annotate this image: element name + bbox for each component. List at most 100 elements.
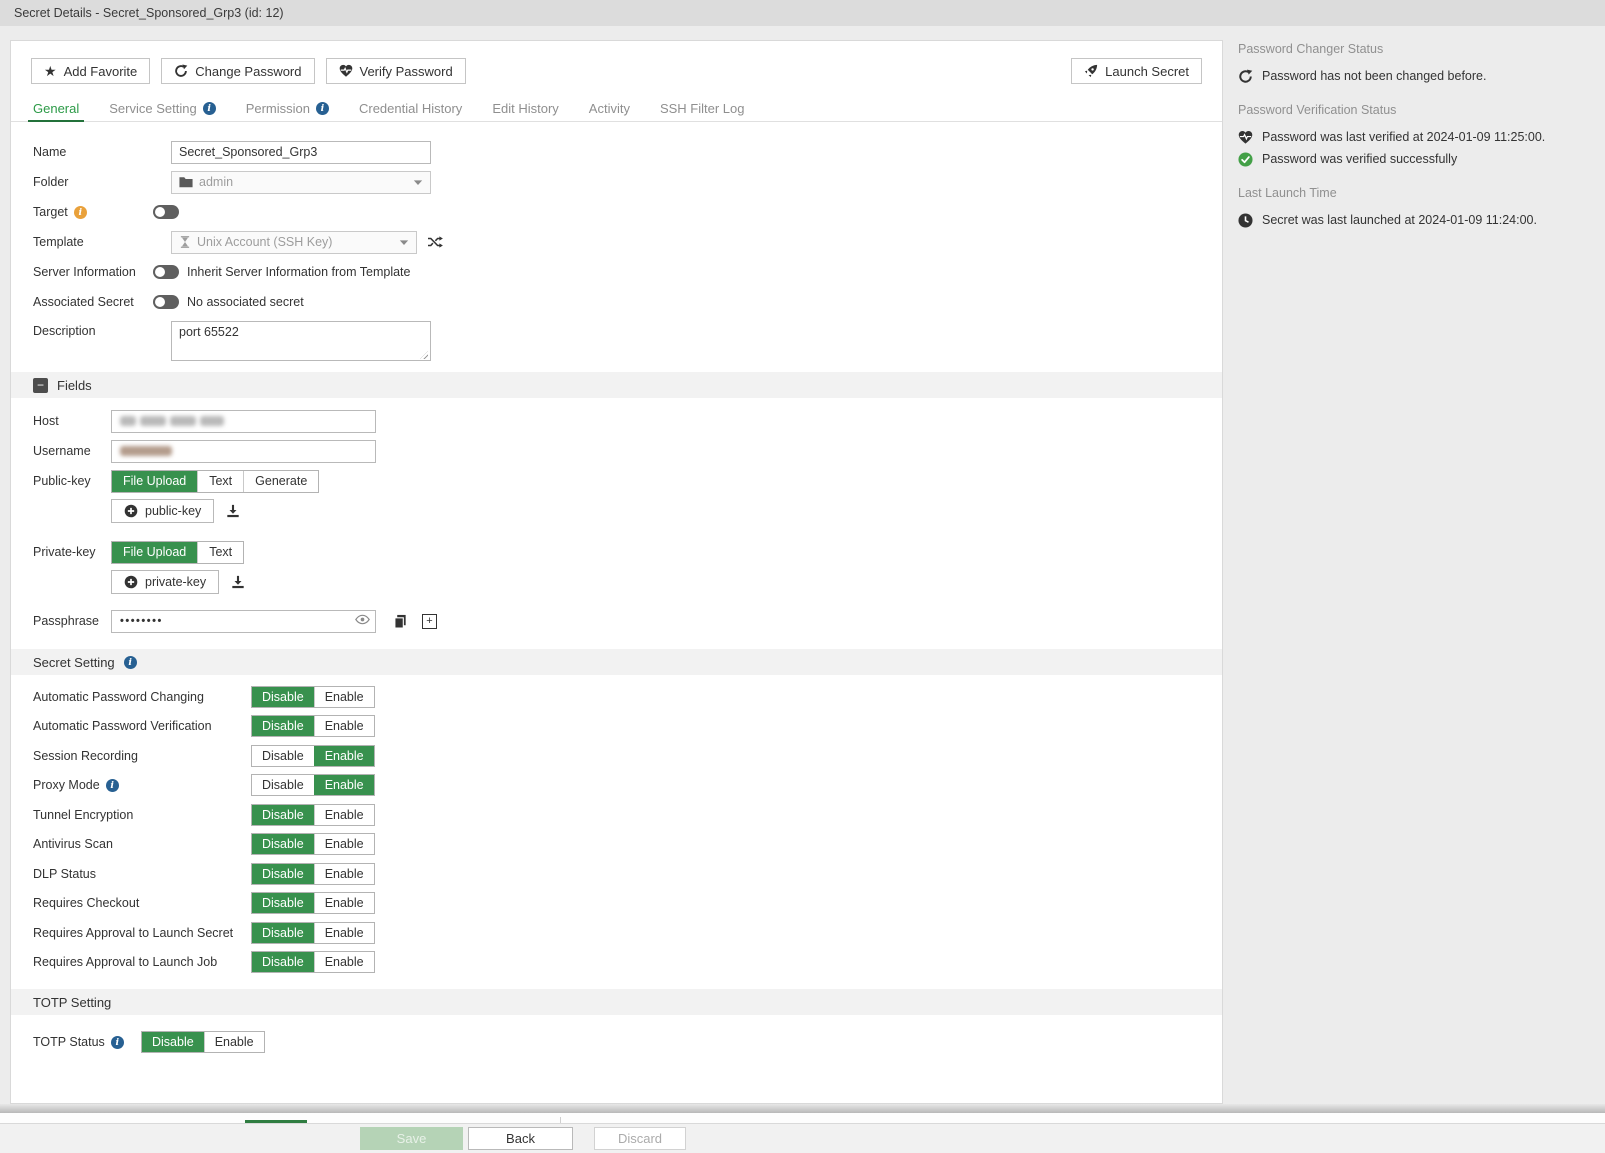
collapse-icon[interactable] — [33, 377, 48, 393]
proxy-mode-disable-button[interactable]: Disable — [252, 775, 314, 796]
change-password-label: Change Password — [195, 63, 302, 79]
public-key-option-generate[interactable]: Generate — [243, 470, 319, 492]
folder-label: Folder — [33, 175, 69, 189]
setting-label-text: Session Recording — [33, 748, 138, 763]
setting-label: Proxy Mode — [33, 778, 251, 792]
target-toggle[interactable] — [153, 205, 179, 219]
launch-secret-button[interactable]: Launch Secret — [1071, 58, 1202, 84]
dlp-status-enable-button[interactable]: Enable — [313, 863, 374, 884]
info-icon[interactable] — [105, 778, 119, 792]
private-key-upload-button[interactable]: private-key — [111, 570, 220, 594]
requires-checkout-disable-button[interactable]: Disable — [252, 893, 314, 914]
save-button[interactable]: Save — [360, 1127, 463, 1150]
back-button[interactable]: Back — [468, 1127, 573, 1150]
download-private-key-icon[interactable] — [231, 575, 245, 589]
change-template-shuffle-icon[interactable] — [427, 235, 443, 249]
totp-status-disable-button[interactable]: Disable — [142, 1032, 204, 1052]
requires-approval-to-launch-job-enable-button[interactable]: Enable — [313, 952, 374, 973]
host-input[interactable] — [111, 409, 376, 433]
private-key-option-text[interactable]: Text — [197, 541, 244, 563]
username-input[interactable] — [111, 439, 376, 463]
target-row: Target — [33, 197, 443, 227]
secret-setting-rows: Automatic Password Changing Disable Enable… — [33, 682, 375, 977]
redacted-value — [170, 416, 196, 426]
session-recording-enable-button[interactable]: Enable — [313, 745, 374, 766]
antivirus-scan-toggle-group: Disable Enable — [251, 833, 375, 856]
folder-select: admin — [171, 170, 431, 194]
automatic-password-verification-enable-button[interactable]: Enable — [313, 716, 374, 737]
associated-secret-note: No associated secret — [187, 295, 304, 309]
requires-approval-to-launch-job-disable-button[interactable]: Disable — [252, 952, 314, 973]
tab-general[interactable]: General — [27, 96, 85, 122]
dlp-status-disable-button[interactable]: Disable — [252, 863, 314, 884]
server-information-toggle[interactable] — [153, 265, 179, 279]
setting-label-text: Automatic Password Verification — [33, 719, 212, 734]
name-input[interactable] — [171, 140, 431, 164]
secret-setting-title: Secret Setting — [33, 654, 115, 670]
public-key-upload-button[interactable]: public-key — [111, 499, 215, 523]
verify-password-button[interactable]: Verify Password — [325, 58, 466, 84]
add-field-plus-icon[interactable] — [422, 613, 437, 629]
requires-approval-to-launch-secret-enable-button[interactable]: Enable — [313, 922, 374, 943]
passphrase-input[interactable] — [111, 609, 376, 633]
private-key-label: Private-key — [33, 545, 96, 559]
verification-result-row: Password was verified successfully — [1238, 148, 1590, 170]
footer-bar: Save Back Discard — [0, 1124, 1605, 1153]
folder-row: Folder admin — [33, 167, 443, 197]
secret-setting-info-icon[interactable] — [123, 655, 137, 669]
info-icon[interactable] — [315, 102, 329, 115]
session-recording-disable-button[interactable]: Disable — [252, 745, 314, 766]
add-favorite-button[interactable]: ★ Add Favorite — [31, 58, 151, 84]
requires-approval-to-launch-secret-disable-button[interactable]: Disable — [252, 922, 314, 943]
username-label: Username — [33, 444, 91, 458]
dlp-status-toggle-group: Disable Enable — [251, 862, 375, 885]
discard-button[interactable]: Discard — [594, 1127, 686, 1150]
antivirus-scan-disable-button[interactable]: Disable — [252, 834, 314, 855]
setting-row-tunnel-encryption: Tunnel Encryption Disable Enable — [33, 800, 375, 830]
tunnel-encryption-enable-button[interactable]: Enable — [313, 804, 374, 825]
description-textarea[interactable]: port 65522 — [171, 321, 431, 361]
totp-status-label-text: TOTP Status — [33, 1035, 105, 1049]
tab-activity[interactable]: Activity — [589, 96, 630, 121]
server-information-label: Server Information — [33, 265, 136, 279]
requires-checkout-enable-button[interactable]: Enable — [313, 893, 374, 914]
host-row: Host — [33, 406, 437, 436]
setting-label: Automatic Password Changing — [33, 690, 251, 704]
change-password-button[interactable]: Change Password — [161, 58, 315, 84]
show-password-eye-icon[interactable] — [355, 614, 370, 625]
tunnel-encryption-toggle-group: Disable Enable — [251, 803, 375, 826]
info-icon[interactable] — [202, 102, 216, 115]
tab-edit-history[interactable]: Edit History — [492, 96, 558, 121]
private-key-option-file-upload[interactable]: File Upload — [112, 541, 198, 563]
totp-status-enable-button[interactable]: Enable — [203, 1032, 264, 1052]
setting-label: Requires Checkout — [33, 896, 251, 910]
tab-label: SSH Filter Log — [659, 101, 745, 116]
proxy-mode-enable-button[interactable]: Enable — [313, 775, 374, 796]
associated-secret-row: Associated Secret No associated secret — [33, 287, 443, 317]
public-key-option-file-upload[interactable]: File Upload — [112, 470, 198, 492]
public-key-option-text[interactable]: Text — [197, 470, 244, 492]
automatic-password-verification-disable-button[interactable]: Disable — [252, 716, 314, 737]
download-public-key-icon[interactable] — [226, 504, 240, 518]
antivirus-scan-enable-button[interactable]: Enable — [313, 834, 374, 855]
tab-permission[interactable]: Permission — [246, 96, 329, 121]
resize-handle[interactable] — [420, 351, 428, 359]
associated-secret-toggle[interactable] — [153, 295, 179, 309]
private-key-mode-group: File Upload Text — [111, 540, 245, 564]
tab-divider — [560, 1117, 561, 1123]
tunnel-encryption-disable-button[interactable]: Disable — [252, 804, 314, 825]
totp-status-info-icon[interactable] — [110, 1035, 124, 1049]
password-changer-status-section: Password Changer Status Password has not… — [1238, 42, 1590, 87]
copy-passphrase-icon[interactable] — [393, 614, 408, 629]
setting-row-antivirus-scan: Antivirus Scan Disable Enable — [33, 830, 375, 860]
target-info-icon[interactable] — [73, 205, 87, 219]
setting-label-text: Requires Approval to Launch Job — [33, 955, 218, 970]
tab-credential-history[interactable]: Credential History — [359, 96, 462, 121]
tab-label: General — [33, 101, 80, 116]
automatic-password-changing-enable-button[interactable]: Enable — [313, 686, 374, 707]
tab-label: Edit History — [492, 101, 559, 116]
automatic-password-changing-disable-button[interactable]: Disable — [252, 686, 314, 707]
active-tab-indicator — [245, 1120, 307, 1123]
tab-service-setting[interactable]: Service Setting — [109, 96, 216, 121]
tab-ssh-filter-log[interactable]: SSH Filter Log — [660, 96, 745, 121]
